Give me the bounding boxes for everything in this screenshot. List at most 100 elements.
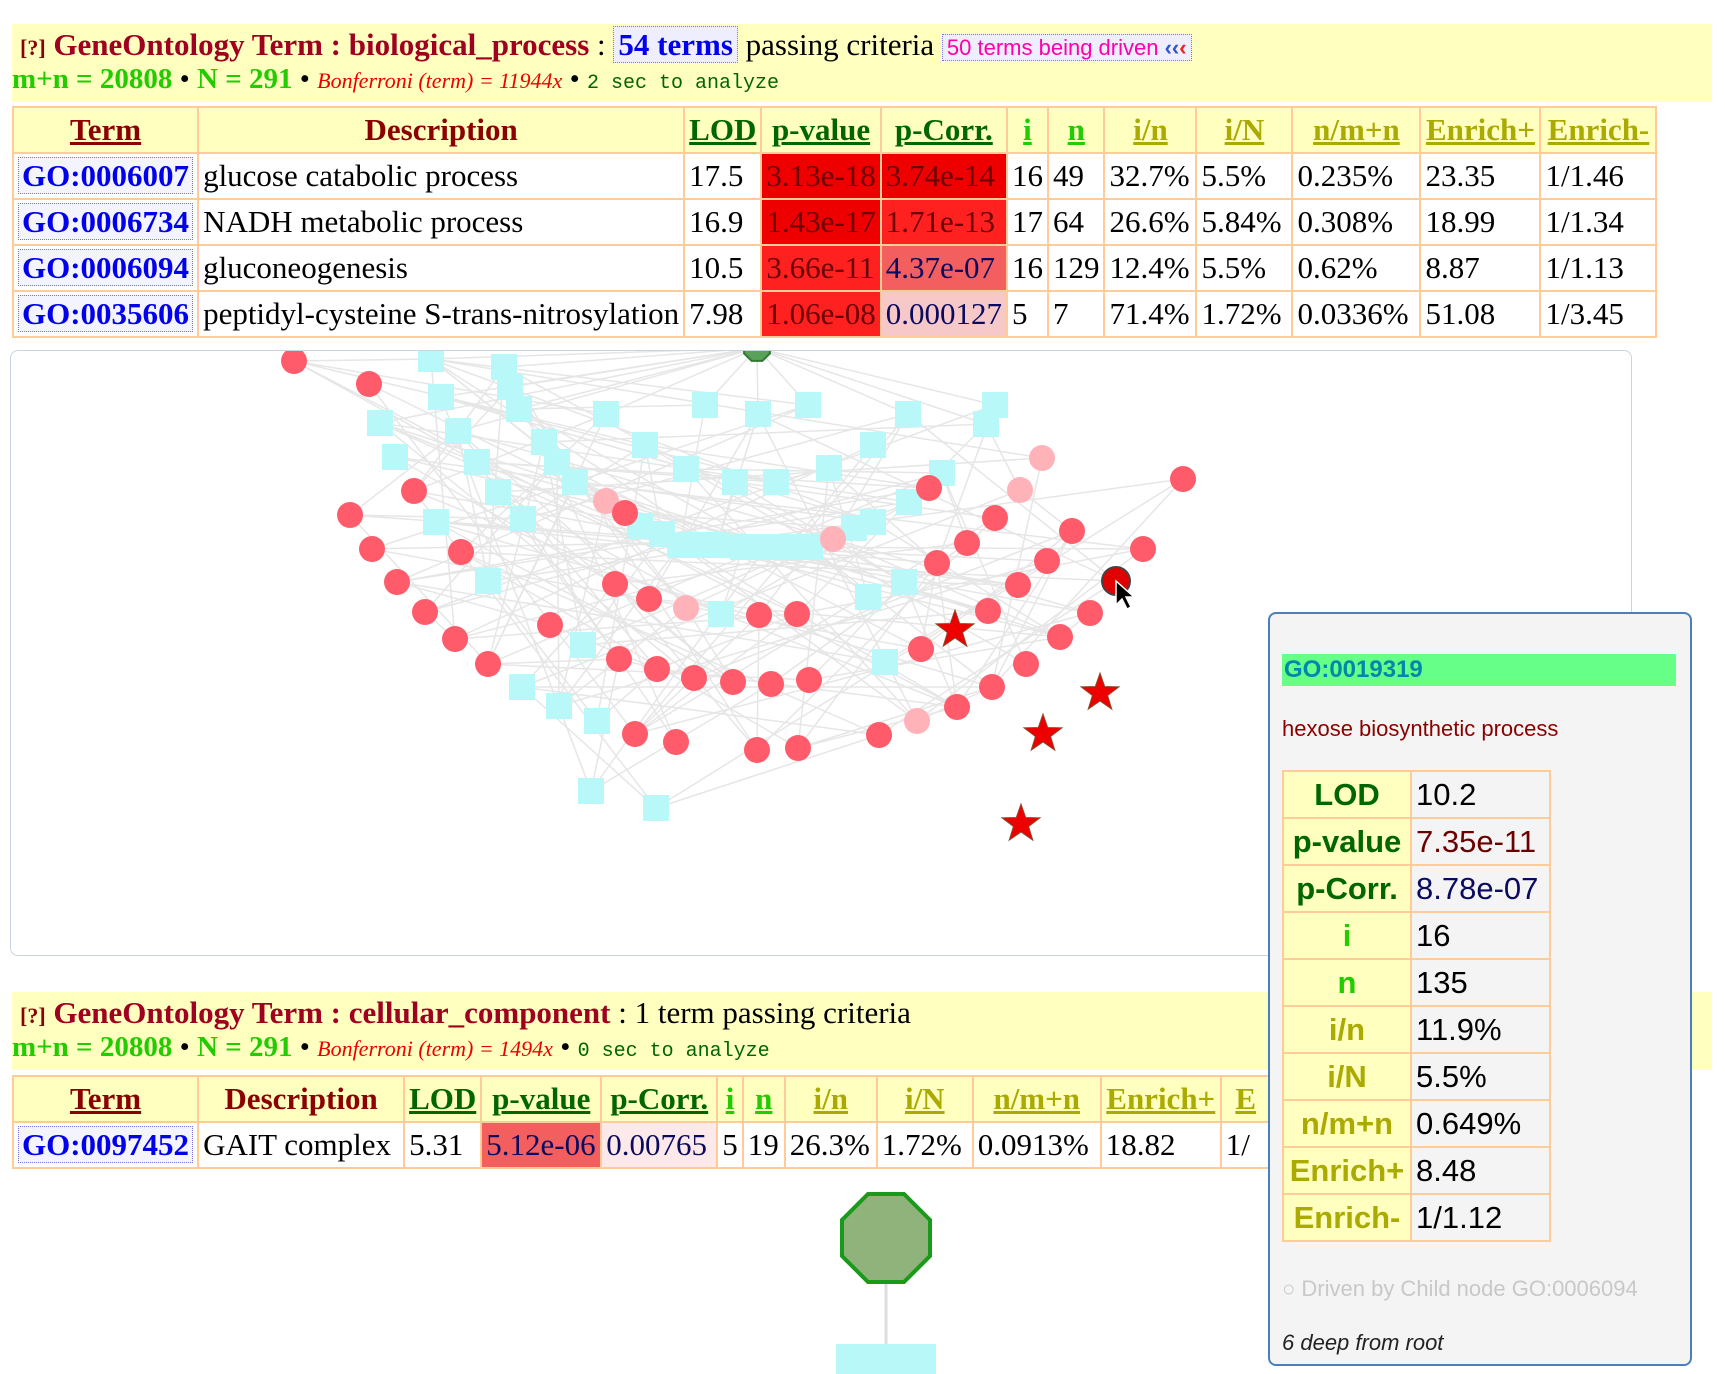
term-node-circle[interactable]: [1013, 651, 1039, 677]
term-node-square[interactable]: [497, 374, 523, 400]
col-enrich-plus[interactable]: Enrich+: [1419, 106, 1542, 154]
term-node-circle[interactable]: [1007, 477, 1033, 503]
term-node-circle[interactable]: [384, 569, 410, 595]
star-node-icon[interactable]: [1000, 802, 1042, 842]
term-node-circle[interactable]: [1170, 466, 1196, 492]
term-node-circle[interactable]: [975, 598, 1001, 624]
col-lod[interactable]: LOD: [403, 1075, 483, 1123]
term-node-circle[interactable]: [916, 475, 942, 501]
col-pvalue[interactable]: p-value: [480, 1075, 603, 1123]
term-node-circle[interactable]: [796, 667, 822, 693]
term-node-square[interactable]: [584, 708, 610, 734]
term-link[interactable]: GO:0035606: [18, 295, 194, 332]
term-node-circle[interactable]: [412, 599, 438, 625]
col-enrich-minus[interactable]: E: [1219, 1075, 1272, 1123]
col-pcorr-link[interactable]: p-Corr.: [610, 1081, 709, 1116]
term-node-square[interactable]: [578, 778, 604, 804]
term-node-square[interactable]: [562, 469, 588, 495]
term-node-circle[interactable]: [622, 721, 648, 747]
term-node-circle[interactable]: [758, 671, 784, 697]
col-enrich-plus-link[interactable]: Enrich+: [1106, 1081, 1216, 1116]
term-node-circle[interactable]: [593, 488, 619, 514]
term-node-circle[interactable]: [681, 665, 707, 691]
col-in-link[interactable]: i/n: [813, 1081, 848, 1116]
term-node-square[interactable]: [673, 456, 699, 482]
term-node-square[interactable]: [418, 351, 444, 372]
term-node-square[interactable]: [593, 401, 619, 427]
term-node-circle[interactable]: [612, 500, 638, 526]
col-in-link[interactable]: i/n: [1133, 112, 1168, 147]
col-n[interactable]: n: [741, 1075, 786, 1123]
col-pvalue-link[interactable]: p-value: [492, 1081, 591, 1116]
term-node-square[interactable]: [895, 401, 921, 427]
term-node-circle[interactable]: [401, 478, 427, 504]
term-node-square[interactable]: [973, 411, 999, 437]
bp-driven-toggle[interactable]: 50 terms being driven ‹‹‹: [941, 33, 1192, 61]
col-iN-link[interactable]: i/N: [1224, 112, 1265, 147]
term-node-square[interactable]: [745, 401, 771, 427]
col-lod[interactable]: LOD: [683, 106, 763, 154]
term-node-square[interactable]: [860, 432, 886, 458]
term-node-square[interactable]: [445, 418, 471, 444]
term-node-square[interactable]: [797, 534, 823, 560]
term-link[interactable]: GO:0006007: [18, 157, 194, 194]
term-node-square[interactable]: [704, 532, 730, 558]
col-enrich-minus[interactable]: Enrich-: [1539, 106, 1658, 154]
term-node-square[interactable]: [836, 1344, 936, 1374]
term-node-circle[interactable]: [924, 550, 950, 576]
term-node-square[interactable]: [464, 449, 490, 475]
term-node-square[interactable]: [855, 584, 881, 610]
col-term-link[interactable]: Term: [69, 112, 142, 147]
root-node-octagon[interactable]: [840, 1192, 932, 1284]
col-pvalue-link[interactable]: p-value: [771, 112, 871, 147]
term-link[interactable]: GO:0006734: [18, 203, 194, 240]
term-node-circle[interactable]: [1005, 572, 1031, 598]
col-n[interactable]: n: [1046, 106, 1106, 154]
term-node-circle[interactable]: [1130, 536, 1156, 562]
term-node-circle[interactable]: [784, 601, 810, 627]
term-link[interactable]: GO:0006094: [18, 249, 194, 286]
term-node-circle[interactable]: [979, 674, 1005, 700]
term-node-square[interactable]: [367, 410, 393, 436]
term-node-square[interactable]: [872, 649, 898, 675]
term-node-square[interactable]: [816, 455, 842, 481]
term-node-circle[interactable]: [1029, 445, 1055, 471]
term-node-circle[interactable]: [866, 722, 892, 748]
term-node-circle[interactable]: [820, 526, 846, 552]
term-node-circle[interactable]: [1059, 518, 1085, 544]
term-node-square[interactable]: [795, 392, 821, 418]
col-enrich-minus-link[interactable]: Enrich-: [1547, 112, 1650, 147]
star-node-icon[interactable]: [1079, 671, 1121, 711]
term-node-circle[interactable]: [785, 735, 811, 761]
col-i[interactable]: i: [716, 1075, 744, 1123]
term-node-circle[interactable]: [954, 530, 980, 556]
star-node-icon[interactable]: [1022, 712, 1064, 752]
term-node-circle[interactable]: [673, 595, 699, 621]
term-node-circle[interactable]: [904, 708, 930, 734]
term-node-circle[interactable]: [337, 502, 363, 528]
col-lod-link[interactable]: LOD: [689, 112, 757, 147]
term-node-circle[interactable]: [537, 612, 563, 638]
term-node-circle[interactable]: [1034, 548, 1060, 574]
root-node-octagon[interactable]: [743, 351, 771, 362]
term-node-circle[interactable]: [442, 626, 468, 652]
col-in[interactable]: i/n: [1103, 106, 1198, 154]
col-nmn-link[interactable]: n/m+n: [993, 1081, 1081, 1116]
col-term[interactable]: Term: [11, 106, 200, 154]
col-i-link[interactable]: i: [1023, 112, 1032, 147]
term-node-circle[interactable]: [359, 536, 385, 562]
term-cell[interactable]: GO:0006734: [11, 198, 200, 246]
col-nmn[interactable]: n/m+n: [971, 1075, 1102, 1123]
term-node-square[interactable]: [423, 509, 449, 535]
term-node-circle[interactable]: [636, 586, 662, 612]
term-node-circle[interactable]: [448, 539, 474, 565]
term-node-square[interactable]: [667, 532, 693, 558]
col-pcorr-link[interactable]: p-Corr.: [894, 112, 993, 147]
term-node-circle[interactable]: [644, 656, 670, 682]
col-enrich-plus-link[interactable]: Enrich+: [1425, 112, 1535, 147]
term-cell[interactable]: GO:0006094: [11, 244, 200, 292]
term-node-circle[interactable]: [944, 694, 970, 720]
col-term-link[interactable]: Term: [69, 1081, 142, 1116]
col-iN[interactable]: i/N: [1195, 106, 1294, 154]
term-node-square[interactable]: [891, 569, 917, 595]
